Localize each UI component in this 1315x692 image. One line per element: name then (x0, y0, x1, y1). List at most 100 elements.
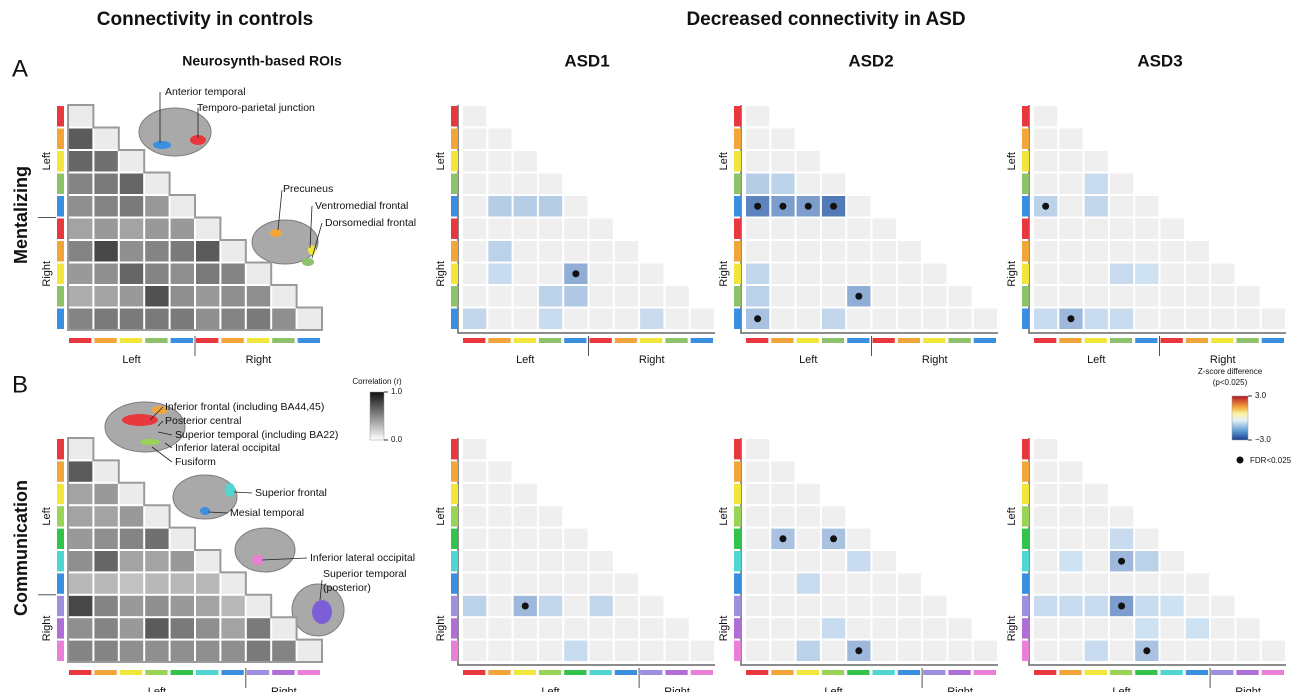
column-color-bar (640, 338, 662, 343)
matrix-cell (247, 264, 270, 285)
roi-label: Precuneus (283, 183, 333, 195)
matrix-cell (488, 286, 511, 307)
matrix-cell (247, 309, 270, 330)
matrix-cell (488, 529, 511, 549)
matrix-cell (145, 641, 168, 661)
matrix-cell (1186, 309, 1209, 330)
row-color-bar (734, 264, 741, 285)
matrix-cell (196, 573, 219, 593)
matrix-cell (665, 618, 688, 638)
row-color-bar (734, 129, 741, 150)
column-color-bar (873, 670, 895, 675)
row-color-bar (1022, 596, 1029, 616)
matrix-cell (923, 596, 946, 616)
legend-title: Z-score difference (1198, 367, 1263, 376)
column-color-bar (1110, 670, 1132, 675)
hemisphere-label: Left (1006, 152, 1018, 170)
matrix-cell (1161, 264, 1184, 285)
matrix-cell (196, 264, 219, 285)
matrix-cell (272, 641, 295, 661)
column-color-bar (564, 670, 586, 675)
column-color-bar (771, 338, 793, 343)
matrix-cell (1186, 286, 1209, 307)
hemisphere-label: Right (1210, 354, 1236, 366)
matrix-cell (1034, 264, 1057, 285)
matrix-cell (272, 286, 295, 307)
matrix-cell (615, 596, 638, 616)
matrix-cell (746, 506, 769, 526)
matrix-cell (1059, 573, 1082, 593)
column-color-bar (298, 338, 320, 343)
column-color-bar (948, 338, 970, 343)
row-color-bar (57, 618, 64, 638)
matrix-cell (488, 506, 511, 526)
matrix-cell (171, 596, 194, 616)
matrix-cell (1186, 641, 1209, 661)
matrix-cell (1110, 641, 1133, 661)
matrix-cell (1034, 286, 1057, 307)
matrix-cell (564, 573, 587, 593)
matrix-cell (488, 264, 511, 285)
matrix-cell (847, 529, 870, 549)
matrix-cell (120, 264, 143, 285)
column-color-bar (221, 338, 243, 343)
matrix-cell (1059, 196, 1082, 217)
column-color-bar (94, 670, 116, 675)
fdr-dot (572, 270, 579, 277)
hemisphere-label: Left (718, 507, 730, 525)
row-color-bar (57, 286, 64, 307)
matrix-cell (69, 286, 92, 307)
matrix-cell (746, 641, 769, 661)
row-color-bar (57, 551, 64, 571)
matrix-cell (847, 309, 870, 330)
matrix-cell (120, 596, 143, 616)
matrix-cell (145, 506, 168, 526)
matrix-cell (1110, 573, 1133, 593)
column-color-bar (564, 338, 586, 343)
correlation-colorbar (370, 392, 384, 440)
matrix-cell (873, 286, 896, 307)
matrix-cell (1059, 264, 1082, 285)
matrix-cell (797, 219, 820, 240)
matrix-cell (615, 573, 638, 593)
matrix-cell (247, 641, 270, 661)
matrix-cell (797, 264, 820, 285)
matrix-cell (221, 264, 244, 285)
matrix-cell (69, 461, 92, 481)
matrix-cell (797, 241, 820, 262)
matrix-cell (948, 641, 971, 661)
matrix-cell (898, 596, 921, 616)
roi-label: Inferior lateral occipital (175, 442, 280, 454)
column-color-bar (145, 338, 167, 343)
matrix-cell (898, 573, 921, 593)
matrix-cell (1034, 129, 1057, 150)
column-color-bar (797, 670, 819, 675)
matrix-cell (94, 219, 117, 240)
matrix-cell (1186, 241, 1209, 262)
matrix-cell (1135, 219, 1158, 240)
matrix-cell (463, 286, 486, 307)
matrix-cell (1059, 641, 1082, 661)
matrix-cell (640, 596, 663, 616)
matrix-cell (923, 264, 946, 285)
row-color-bar (57, 129, 64, 150)
matrix-cell (615, 241, 638, 262)
row-color-bar (734, 573, 741, 593)
matrix-cell (873, 596, 896, 616)
matrix-cell (1110, 241, 1133, 262)
matrix-cell (847, 196, 870, 217)
row-color-bar (734, 174, 741, 195)
matrix-cell (898, 264, 921, 285)
matrix-cell (771, 641, 794, 661)
matrix-cell (221, 286, 244, 307)
column-color-bar (69, 670, 91, 675)
row-color-bar (734, 596, 741, 616)
matrix-cell (1034, 506, 1057, 526)
row-color-bar (734, 439, 741, 459)
matrix-cell (488, 618, 511, 638)
matrix-cell (1085, 484, 1108, 504)
matrix-cell (69, 151, 92, 172)
matrix-cell (590, 219, 613, 240)
matrix-cell (94, 506, 117, 526)
row-color-bar (1022, 309, 1029, 330)
